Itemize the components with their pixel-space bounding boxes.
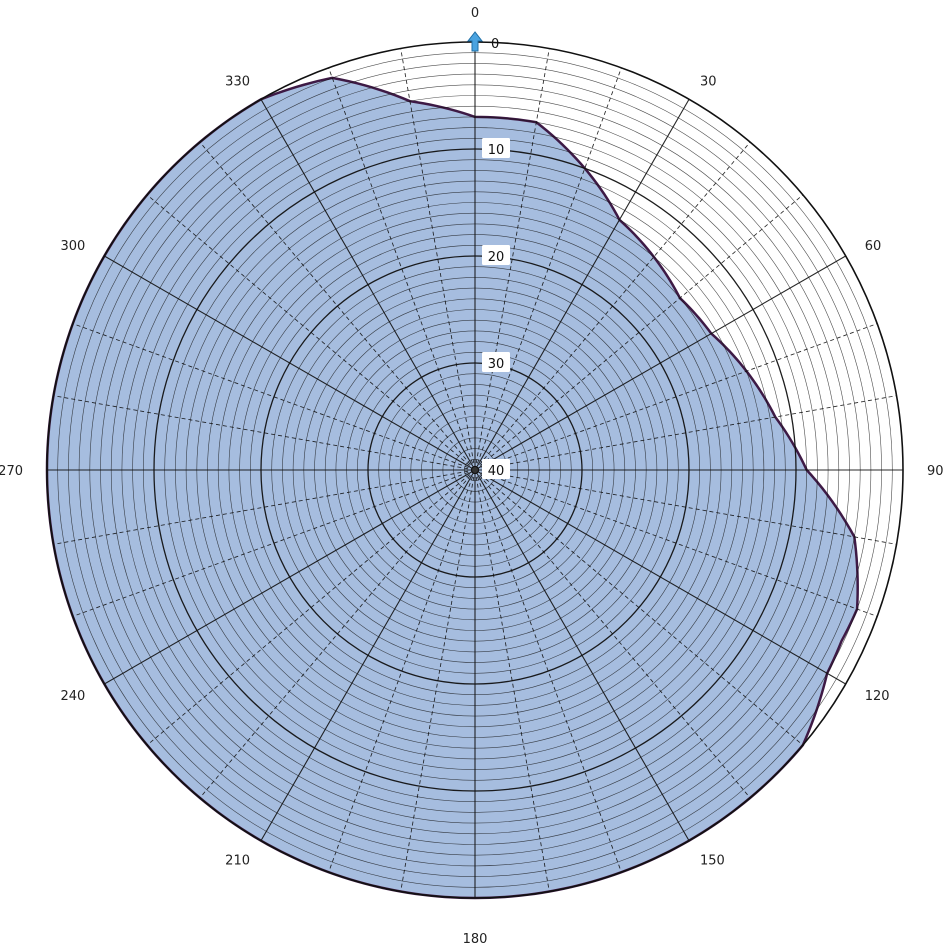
major-spoke <box>474 99 690 471</box>
minor-spoke <box>474 469 897 545</box>
minor-spoke <box>474 469 622 873</box>
minor-spoke <box>400 469 476 892</box>
minor-spoke <box>72 323 476 471</box>
minor-spoke <box>474 67 622 471</box>
minor-spoke <box>72 469 476 617</box>
azimuth-label-30: 30 <box>700 74 717 89</box>
major-spoke <box>260 99 476 471</box>
azimuth-label-240: 240 <box>60 689 85 704</box>
minor-spoke <box>474 141 751 471</box>
minor-spoke <box>474 395 897 471</box>
radial-label-20: 20 <box>488 250 505 265</box>
minor-spoke <box>474 323 878 471</box>
minor-spoke <box>474 469 878 617</box>
major-spoke <box>104 469 476 685</box>
azimuth-label-0: 0 <box>471 6 479 21</box>
azimuth-label-150: 150 <box>700 854 725 869</box>
azimuth-label-330: 330 <box>225 74 250 89</box>
minor-spoke <box>400 48 476 471</box>
minor-spoke <box>328 469 476 873</box>
azimuth-label-210: 210 <box>225 854 250 869</box>
radial-label-bg <box>482 138 510 158</box>
coverage-layer <box>45 76 859 900</box>
azimuth-label-120: 120 <box>865 689 890 704</box>
minor-spoke <box>199 469 476 799</box>
major-spoke <box>260 469 476 841</box>
radial-label-0: 0 <box>491 37 499 52</box>
minor-spoke <box>53 469 476 545</box>
minor-spoke <box>474 469 751 799</box>
major-spoke <box>474 469 690 841</box>
major-spoke <box>474 255 846 471</box>
azimuth-label-180: 180 <box>463 932 488 945</box>
minor-spoke <box>474 194 804 471</box>
azimuth-label-90: 90 <box>927 464 944 479</box>
radial-label-40: 40 <box>488 464 505 479</box>
radial-label-10: 10 <box>488 143 505 158</box>
center-dot <box>471 466 479 474</box>
major-spoke <box>474 469 846 685</box>
series-area <box>45 76 859 900</box>
north-marker <box>466 31 484 52</box>
major-spoke <box>104 255 476 471</box>
azimuth-label-270: 270 <box>0 464 23 479</box>
azimuth-label-60: 60 <box>865 239 882 254</box>
minor-spoke <box>474 469 550 892</box>
radial-label-30: 30 <box>488 357 505 372</box>
radial-label-bg <box>482 352 510 372</box>
minor-spoke <box>199 141 476 471</box>
polar-grid <box>46 41 904 899</box>
minor-spoke <box>53 395 476 471</box>
radial-label-bg <box>482 459 510 479</box>
north-arrow-icon <box>466 31 484 52</box>
axis-labels: 0 30 60 90 120 150 180 210 240 270 300 330 0 10 20 30 40 <box>0 6 944 945</box>
minor-spoke <box>328 67 476 471</box>
minor-spoke <box>146 469 476 746</box>
azimuth-label-300: 300 <box>60 239 85 254</box>
minor-spoke <box>474 48 550 471</box>
minor-spoke <box>146 194 476 471</box>
minor-spoke <box>474 469 804 746</box>
radial-label-bg <box>482 245 510 265</box>
